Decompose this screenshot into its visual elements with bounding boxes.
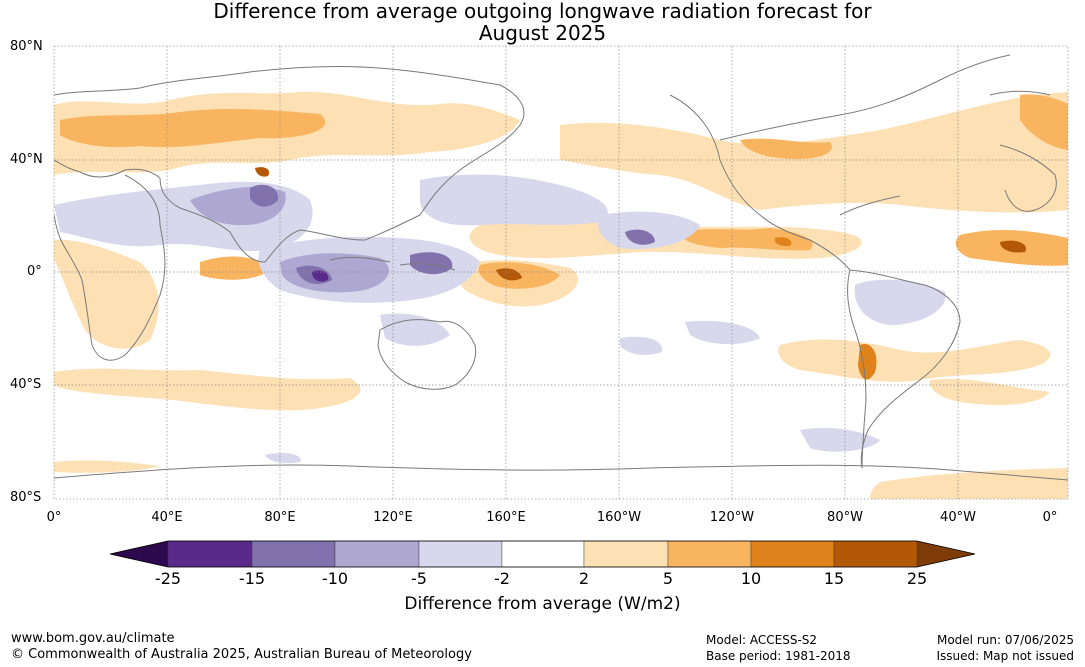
- colorbar-label: Difference from average (W/m2): [404, 594, 681, 614]
- lon-label-160e: 160°E: [486, 510, 526, 525]
- colorbar-tick: -5: [411, 569, 427, 588]
- colorbar-swatch: [334, 540, 420, 568]
- lat-label-80n: 80°N: [10, 39, 43, 54]
- footer-model-run: Model run: 07/06/2025: [936, 633, 1074, 647]
- lon-label-0-left: 0°: [46, 510, 62, 525]
- colorbar-tick: -25: [154, 569, 182, 588]
- lon-label-40e: 40°E: [151, 510, 183, 525]
- colorbar-swatch: [501, 540, 585, 568]
- colorbar-tick: 5: [662, 569, 674, 588]
- anomaly-shading: [54, 46, 1068, 499]
- colorbar-tick: 15: [823, 569, 845, 588]
- lat-label-equator: 0°: [27, 264, 42, 279]
- colorbar-min-extension: [110, 541, 168, 567]
- colorbar-swatch: [251, 540, 336, 568]
- colorbar-max-extension: [917, 541, 975, 567]
- footer-base-period: Base period: 1981-2018: [706, 649, 851, 663]
- negative-anomaly-areas: [54, 174, 946, 464]
- title-line-1: Difference from average outgoing longwav…: [213, 0, 872, 23]
- footer-copyright: © Commonwealth of Australia 2025, Austra…: [11, 647, 472, 662]
- colorbar-swatch: [667, 540, 752, 568]
- lon-label-120w: 120°W: [709, 510, 755, 525]
- lon-label-120e: 120°E: [373, 510, 413, 525]
- lon-label-0-right: 0°: [1042, 510, 1058, 525]
- colorbar-tick: 2: [578, 569, 590, 588]
- coastlines: [54, 54, 1068, 481]
- colorbar-swatch: [418, 540, 503, 568]
- colorbar-swatch: [167, 540, 253, 568]
- colorbar-tick: -10: [321, 569, 349, 588]
- lon-label-40w: 40°W: [940, 510, 976, 525]
- colorbar: [109, 540, 976, 568]
- lon-label-80e: 80°E: [264, 510, 296, 525]
- lat-label-40n: 40°N: [10, 152, 43, 167]
- colorbar-swatch: [750, 540, 835, 568]
- colorbar-swatch: [583, 540, 669, 568]
- colorbar-tick: 10: [740, 569, 762, 588]
- colorbar-tick: 25: [906, 569, 928, 588]
- map-title: Difference from average outgoing longwav…: [0, 0, 1085, 44]
- graticule: [54, 46, 1068, 499]
- positive-anomaly-areas: [54, 91, 1068, 499]
- footer-model: Model: ACCESS-S2: [706, 633, 818, 647]
- map-frame: [53, 45, 1069, 500]
- colorbar-swatch: [833, 540, 918, 568]
- colorbar-tick: -15: [238, 569, 266, 588]
- lat-label-80s: 80°S: [10, 490, 42, 505]
- lat-label-40s: 40°S: [10, 377, 42, 392]
- lon-label-80w: 80°W: [827, 510, 863, 525]
- footer-issued: Issued: Map not issued: [936, 649, 1074, 663]
- title-line-2: August 2025: [478, 21, 607, 45]
- colorbar-tick: -2: [494, 569, 510, 588]
- lon-label-160w: 160°W: [596, 510, 642, 525]
- footer-website: www.bom.gov.au/climate: [11, 631, 175, 646]
